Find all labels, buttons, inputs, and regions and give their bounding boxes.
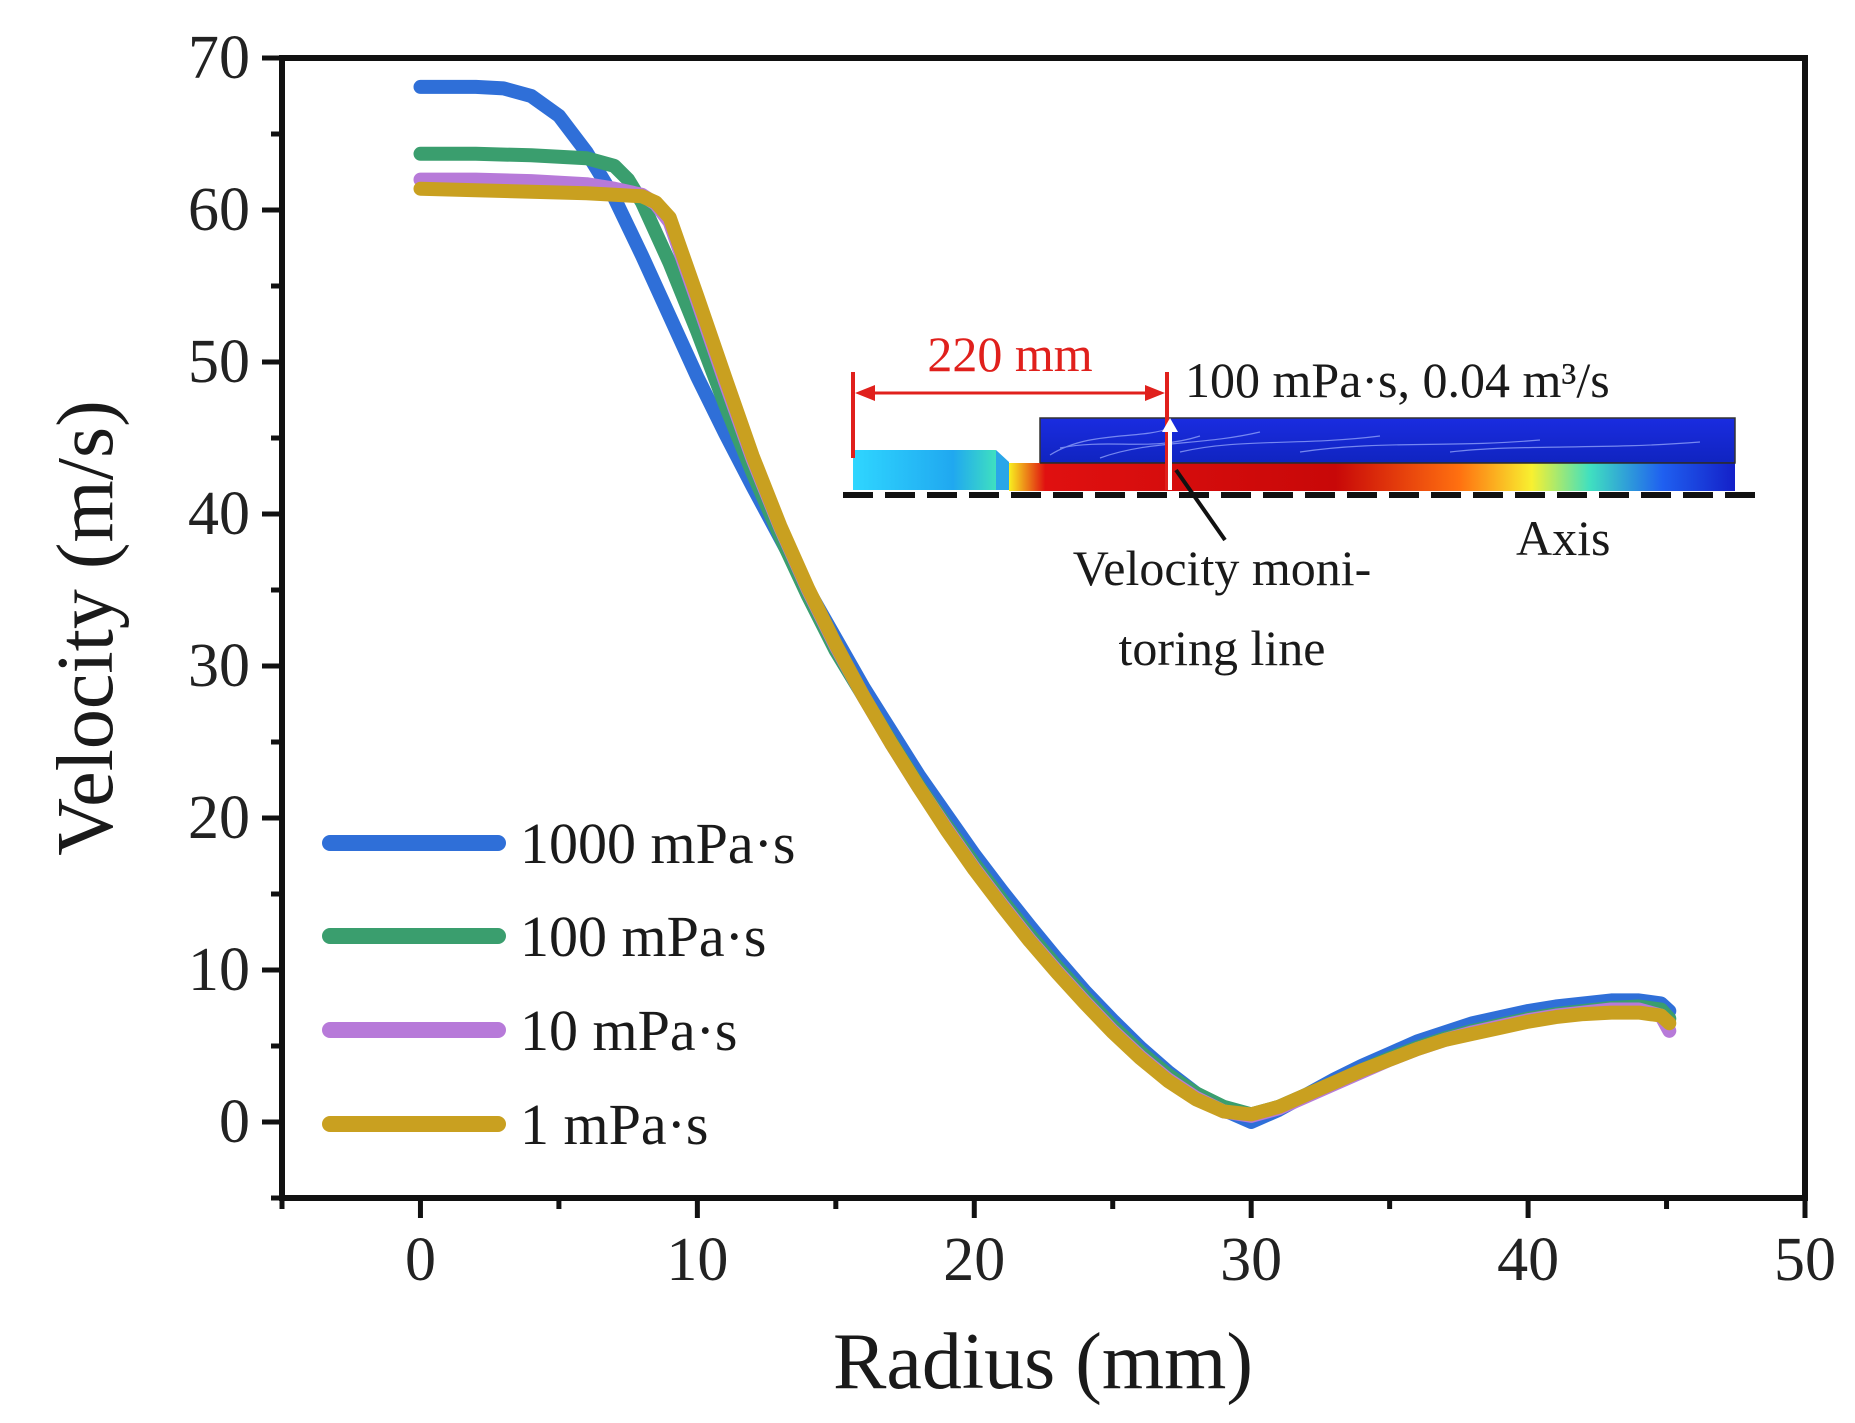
x-tick-label: 30 xyxy=(1220,1226,1282,1294)
inset-axis-label: Axis xyxy=(1516,510,1610,566)
inset-condition-label: 100 mPa·s, 0.04 m³/s xyxy=(1185,352,1610,408)
x-tick-label: 20 xyxy=(943,1226,1005,1294)
inset-upper-chamber xyxy=(1039,417,1736,464)
inset-inlet-region xyxy=(853,450,996,490)
x-axis-ticks: 0 10 20 30 40 50 xyxy=(279,1198,1836,1294)
inset-leader-line xyxy=(1174,468,1227,542)
x-tick-label: 10 xyxy=(666,1226,728,1294)
inset-streamlines xyxy=(1049,427,1701,459)
x-tick-label: 0 xyxy=(405,1226,436,1294)
y-tick-label: 70 xyxy=(188,24,250,92)
inset-jet-region xyxy=(1009,463,1735,491)
x-tick-label: 40 xyxy=(1497,1226,1559,1294)
inset-schematic: 220 mm 100 mPa·s, 0.04 m³/s Axis Velocit… xyxy=(843,326,1757,676)
plot-frame xyxy=(279,55,1808,1201)
y-tick-label: 10 xyxy=(188,936,250,1004)
legend-label-1: 100 mPa·s xyxy=(520,904,767,969)
series-line-2 xyxy=(413,172,1677,1123)
series-layer xyxy=(413,79,1677,1129)
inset-monitor-label-line2: toring line xyxy=(1119,620,1326,676)
legend-label-0: 1000 mPa·s xyxy=(520,811,796,876)
x-tick-label: 50 xyxy=(1774,1226,1836,1294)
inset-monitor-label-line1: Velocity moni- xyxy=(1073,540,1372,596)
legend-label-3: 1 mPa·s xyxy=(520,1092,709,1157)
series-line-1 xyxy=(413,146,1677,1122)
inset-dim-arrow-left xyxy=(855,385,875,401)
y-axis-ticks: 0 10 20 30 40 50 60 70 xyxy=(188,24,282,1201)
y-tick-label: 40 xyxy=(188,480,250,548)
legend: 1000 mPa·s 100 mPa·s 10 mPa·s 1 mPa·s xyxy=(322,811,796,1157)
inset-dim-arrow-right xyxy=(1145,385,1165,401)
y-tick-label: 20 xyxy=(188,784,250,852)
inset-monitor-arrowhead xyxy=(1162,418,1178,432)
legend-label-2: 10 mPa·s xyxy=(520,998,738,1063)
series-line-3 xyxy=(413,181,1677,1122)
y-tick-label: 0 xyxy=(219,1088,250,1156)
y-tick-label: 60 xyxy=(188,176,250,244)
inset-dimension-label: 220 mm xyxy=(927,326,1092,382)
inset-nozzle-taper xyxy=(996,450,1009,490)
y-tick-label: 30 xyxy=(188,632,250,700)
y-tick-label: 50 xyxy=(188,328,250,396)
x-axis-title: Radius (mm) xyxy=(833,1318,1253,1406)
y-axis-title: Velocity (m/s) xyxy=(42,400,130,855)
